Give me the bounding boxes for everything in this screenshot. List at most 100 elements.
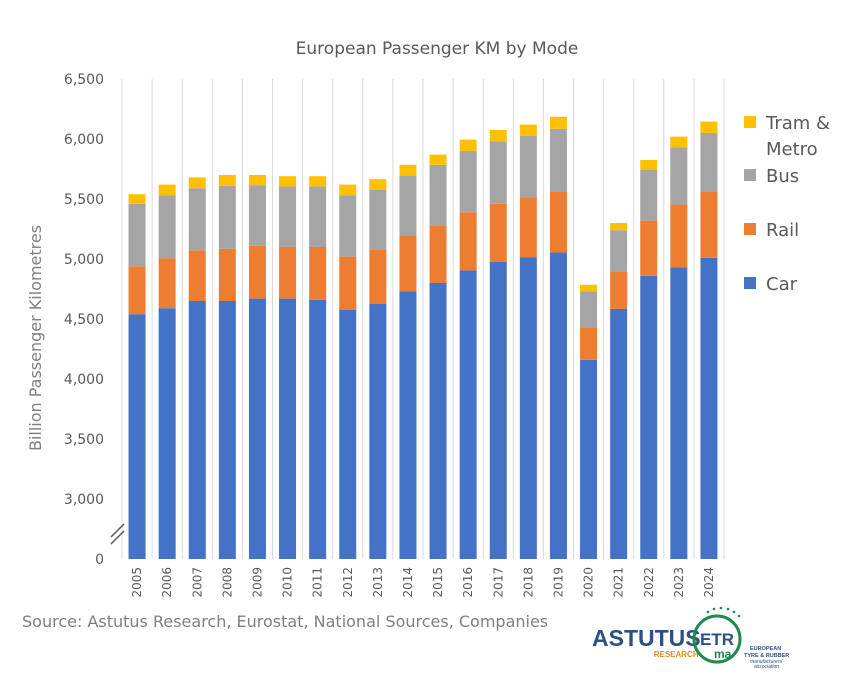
x-tick-label: 2019 <box>551 567 565 598</box>
y-tick-label: 5,000 <box>64 252 104 268</box>
bar-car-2009 <box>248 298 266 559</box>
bar-car-2019 <box>549 252 567 559</box>
bar-rail-2006 <box>158 258 176 309</box>
bar-rail-2013 <box>369 250 387 304</box>
bar-bus-2010 <box>279 186 297 247</box>
bar-car-2008 <box>218 301 236 559</box>
bar-tram-metro-2009 <box>248 175 266 186</box>
bar-rail-2008 <box>218 248 236 301</box>
bar-tram-metro-2024 <box>700 121 718 133</box>
bar-car-2007 <box>188 301 206 559</box>
bar-rail-2012 <box>339 256 357 310</box>
bar-tram-metro-2020 <box>580 284 598 292</box>
chart-title: European Passenger KM by Mode <box>296 39 579 59</box>
bar-car-2006 <box>158 308 176 559</box>
bar-car-2017 <box>489 262 507 559</box>
bar-tram-metro-2011 <box>309 176 327 187</box>
bar-rail-2014 <box>399 235 417 292</box>
bar-car-2015 <box>429 283 447 559</box>
x-tick-label: 2005 <box>130 567 144 598</box>
y-tick-label: 3,500 <box>64 432 104 448</box>
bar-tram-metro-2015 <box>429 154 447 165</box>
bar-tram-metro-2007 <box>188 177 206 189</box>
bar-tram-metro-2018 <box>519 124 537 136</box>
bar-bus-2011 <box>309 186 327 247</box>
y-ticks: 6,500 6,000 5,500 5,000 4,500 4,000 3,500 3,000… <box>64 72 104 568</box>
y-tick-label: 6,500 <box>64 72 104 88</box>
y-tick-label: 4,000 <box>64 372 104 388</box>
bar-bus-2024 <box>700 133 718 192</box>
bar-tram-metro-2023 <box>670 136 688 148</box>
etrma-logo-ma: ma <box>714 647 732 661</box>
x-tick-label: 2017 <box>491 567 505 598</box>
bar-rail-2010 <box>279 247 297 299</box>
legend-label-line2: Metro <box>766 139 818 160</box>
x-tick-label: 2018 <box>521 567 535 598</box>
x-tick-label: 2020 <box>582 567 596 598</box>
bar-rail-2016 <box>459 212 477 271</box>
etrma-logo-line3: manufacturers' <box>750 659 784 665</box>
bar-bus-2018 <box>519 136 537 198</box>
bar-tram-metro-2005 <box>128 194 146 204</box>
bar-tram-metro-2014 <box>399 164 417 176</box>
x-tick-label: 2009 <box>250 567 264 598</box>
bar-car-2018 <box>519 257 537 559</box>
bar-car-2005 <box>128 314 146 559</box>
x-tick-label: 2006 <box>160 567 174 598</box>
bar-car-2024 <box>700 257 718 559</box>
bar-bus-2020 <box>580 291 598 328</box>
bar-car-2022 <box>640 275 658 559</box>
bar-bus-2022 <box>640 169 658 221</box>
bar-tram-metro-2012 <box>339 184 357 196</box>
etrma-logo: ETR ma EUROPEAN TYRE & RUBBER manufactur… <box>692 606 789 670</box>
legend: Tram & Metro Bus Rail Car <box>744 113 830 295</box>
y-tick-label: 5,500 <box>64 192 104 208</box>
bar-tram-metro-2008 <box>218 175 236 186</box>
bar-car-2023 <box>670 267 688 559</box>
bar-car-2010 <box>279 298 297 559</box>
x-tick-label: 2014 <box>401 567 415 598</box>
bar-rail-2005 <box>128 266 146 315</box>
etrma-logo-line2: TYRE & RUBBER <box>744 653 789 659</box>
bar-car-2012 <box>339 310 357 559</box>
legend-swatch <box>744 169 756 181</box>
x-tick-label: 2011 <box>311 567 325 598</box>
bar-car-2013 <box>369 304 387 559</box>
x-tick-label: 2008 <box>220 567 234 598</box>
x-tick-label: 2013 <box>371 567 385 598</box>
bar-tram-metro-2019 <box>549 116 567 129</box>
chart: European Passenger KM by Mode Billion Pa… <box>26 39 830 598</box>
bar-tram-metro-2022 <box>640 160 658 170</box>
legend-label: Rail <box>766 220 799 241</box>
bar-rail-2021 <box>610 271 628 309</box>
bar-tram-metro-2016 <box>459 139 477 151</box>
bar-bus-2005 <box>128 203 146 267</box>
astutus-logo: ASTUTUS RESEARCH <box>592 625 701 659</box>
y-tick-label: 4,500 <box>64 312 104 328</box>
bar-bus-2006 <box>158 195 176 259</box>
bar-rail-2017 <box>489 203 507 262</box>
bar-tram-metro-2006 <box>158 184 176 196</box>
bar-bus-2017 <box>489 141 507 204</box>
bar-bus-2008 <box>218 185 236 249</box>
source-note: Source: Astutus Research, Eurostat, Nati… <box>22 612 549 631</box>
bar-tram-metro-2017 <box>489 130 507 142</box>
x-tick-label: 2012 <box>341 567 355 598</box>
bar-rail-2022 <box>640 220 658 276</box>
bar-car-2016 <box>459 270 477 559</box>
bar-tram-metro-2010 <box>279 176 297 187</box>
bar-rail-2024 <box>700 191 718 258</box>
bar-rail-2011 <box>309 247 327 300</box>
x-tick-label: 2022 <box>642 567 656 598</box>
etrma-logo-line1: EUROPEAN <box>750 646 781 652</box>
x-tick-label: 2015 <box>431 567 445 598</box>
bar-tram-metro-2021 <box>610 223 628 231</box>
bar-car-2020 <box>580 359 598 559</box>
legend-label: Car <box>766 274 798 295</box>
legend-label: Tram & <box>765 113 830 134</box>
bar-bus-2019 <box>549 128 567 192</box>
bar-bus-2016 <box>459 151 477 213</box>
legend-swatch <box>744 116 756 128</box>
etrma-stars-icon <box>706 606 741 618</box>
bar-car-2021 <box>610 308 628 559</box>
